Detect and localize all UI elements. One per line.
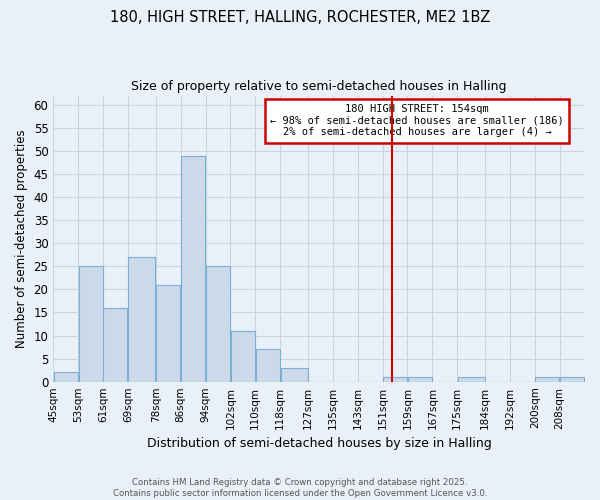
- Bar: [206, 266, 230, 382]
- Text: 180 HIGH STREET: 154sqm
← 98% of semi-detached houses are smaller (186)
2% of se: 180 HIGH STREET: 154sqm ← 98% of semi-de…: [271, 104, 564, 138]
- Bar: [408, 377, 432, 382]
- Bar: [383, 377, 407, 382]
- Bar: [181, 156, 205, 382]
- Bar: [281, 368, 308, 382]
- Title: Size of property relative to semi-detached houses in Halling: Size of property relative to semi-detach…: [131, 80, 506, 93]
- Bar: [560, 377, 584, 382]
- Bar: [79, 266, 103, 382]
- Bar: [231, 331, 255, 382]
- Bar: [53, 372, 78, 382]
- Bar: [256, 350, 280, 382]
- Y-axis label: Number of semi-detached properties: Number of semi-detached properties: [15, 130, 28, 348]
- Bar: [156, 285, 181, 382]
- Bar: [103, 308, 127, 382]
- Bar: [535, 377, 559, 382]
- Bar: [128, 257, 155, 382]
- X-axis label: Distribution of semi-detached houses by size in Halling: Distribution of semi-detached houses by …: [146, 437, 491, 450]
- Text: Contains HM Land Registry data © Crown copyright and database right 2025.
Contai: Contains HM Land Registry data © Crown c…: [113, 478, 487, 498]
- Text: 180, HIGH STREET, HALLING, ROCHESTER, ME2 1BZ: 180, HIGH STREET, HALLING, ROCHESTER, ME…: [110, 10, 490, 25]
- Bar: [458, 377, 485, 382]
